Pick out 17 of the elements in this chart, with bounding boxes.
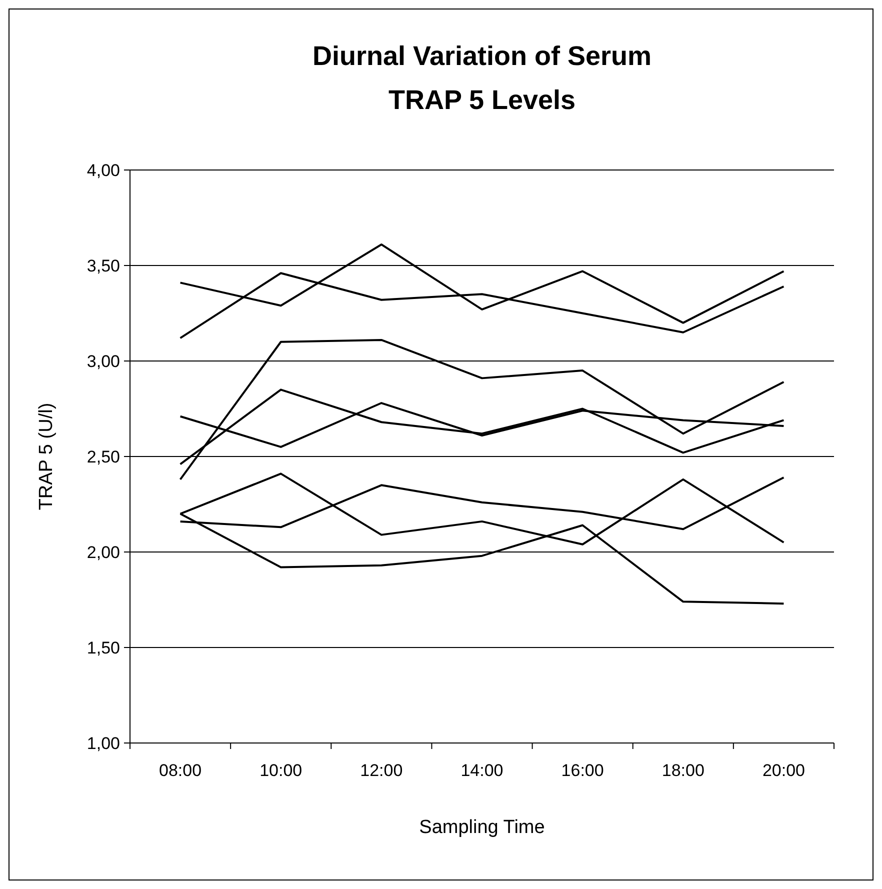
x-tick-label: 10:00 — [260, 761, 302, 780]
y-tick-label: 3,00 — [86, 352, 120, 371]
x-tick-label: 20:00 — [762, 761, 805, 780]
y-tick-label: 4,00 — [86, 161, 120, 180]
y-axis-title: TRAP 5 (U/l) — [36, 402, 57, 510]
x-tick-label: 16:00 — [561, 761, 604, 780]
y-tick-label: 2,00 — [86, 543, 120, 562]
x-axis-title: Sampling Time — [419, 817, 545, 838]
y-tick-label: 1,00 — [86, 734, 120, 753]
x-tick-label: 08:00 — [159, 761, 202, 780]
x-tick-label: 14:00 — [460, 761, 504, 780]
y-tick-label: 3,50 — [86, 256, 120, 276]
x-tick-label: 18:00 — [662, 761, 704, 780]
y-tick-label: 2,50 — [86, 448, 120, 466]
y-tick-label: 1,50 — [86, 638, 120, 658]
chart-title: Diurnal Variation of Serum TRAP 5 Levels — [312, 41, 652, 115]
x-tick-label: 12:00 — [360, 761, 403, 780]
